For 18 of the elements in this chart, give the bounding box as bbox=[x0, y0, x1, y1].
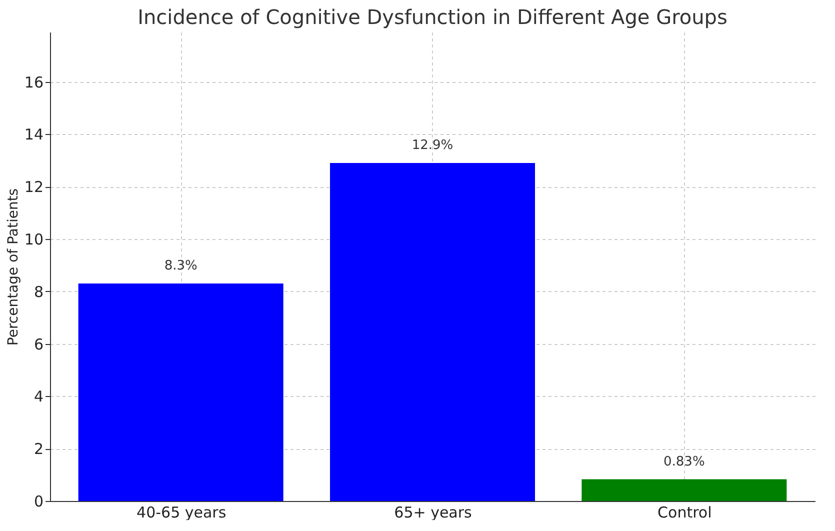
bar bbox=[330, 163, 535, 501]
x-tick-label: Control bbox=[658, 504, 712, 522]
bar bbox=[78, 284, 284, 501]
data-label: 8.3% bbox=[164, 258, 198, 274]
y-tick-label: 2 bbox=[34, 440, 44, 458]
y-tick-label: 12 bbox=[24, 178, 44, 196]
y-axis-title: Percentage of Patients bbox=[5, 188, 22, 346]
y-tick-label: 16 bbox=[24, 73, 44, 92]
data-label: 0.83% bbox=[664, 454, 705, 470]
y-tick-label: 14 bbox=[24, 126, 44, 144]
y-tick-label: 8 bbox=[34, 282, 44, 301]
data-label: 12.9% bbox=[412, 138, 454, 154]
bar bbox=[582, 479, 787, 501]
y-tick-label: 6 bbox=[34, 335, 44, 354]
chart-title: Incidence of Cognitive Dysfunction in Different Age Groups bbox=[138, 5, 728, 29]
y-tick-label: 4 bbox=[34, 388, 44, 406]
y-tick-label: 0 bbox=[34, 492, 44, 510]
y-tick-label: 10 bbox=[24, 230, 44, 248]
